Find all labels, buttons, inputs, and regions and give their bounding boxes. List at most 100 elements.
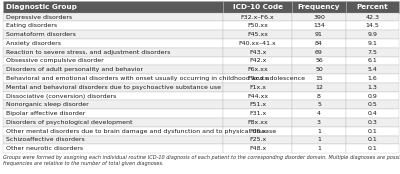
Bar — [3, 30, 223, 39]
Bar — [346, 92, 399, 100]
Text: F43.x: F43.x — [249, 50, 266, 55]
Text: 390: 390 — [313, 15, 325, 20]
Bar — [292, 1, 346, 13]
Text: F25.x: F25.x — [249, 137, 266, 143]
Text: Nonorganic sleep disorder: Nonorganic sleep disorder — [6, 102, 88, 107]
Bar — [346, 118, 399, 127]
Bar — [292, 136, 346, 144]
Bar — [3, 1, 223, 13]
Text: Depressive disorders: Depressive disorders — [6, 15, 72, 20]
Bar — [223, 92, 292, 100]
Text: 91: 91 — [315, 32, 323, 37]
Text: F31.x: F31.x — [249, 111, 266, 116]
Bar — [346, 136, 399, 144]
Bar — [346, 109, 399, 118]
Bar — [3, 65, 223, 74]
Text: 134: 134 — [313, 23, 325, 28]
Text: 1: 1 — [317, 129, 321, 134]
Bar — [292, 21, 346, 30]
Text: 0.3: 0.3 — [368, 120, 378, 125]
Text: Obsessive compulsive disorder: Obsessive compulsive disorder — [6, 58, 103, 64]
Text: 7.5: 7.5 — [368, 50, 378, 55]
Text: 0.5: 0.5 — [368, 102, 377, 107]
Bar — [223, 144, 292, 153]
Bar — [3, 74, 223, 83]
Text: Dissociative (conversion) disorders: Dissociative (conversion) disorders — [6, 94, 116, 99]
Text: 8: 8 — [317, 94, 321, 99]
Bar — [3, 39, 223, 48]
Bar — [223, 48, 292, 57]
Text: 5.4: 5.4 — [368, 67, 378, 72]
Bar — [346, 127, 399, 136]
Text: 0.4: 0.4 — [368, 111, 378, 116]
Text: F06.x: F06.x — [249, 129, 266, 134]
Text: F40.xx–41.x: F40.xx–41.x — [239, 41, 276, 46]
Text: 1.6: 1.6 — [368, 76, 377, 81]
Text: 0.1: 0.1 — [368, 129, 377, 134]
Text: 14.5: 14.5 — [366, 23, 379, 28]
Bar — [292, 39, 346, 48]
Text: 12: 12 — [315, 85, 323, 90]
Text: 0.1: 0.1 — [368, 146, 377, 151]
Bar — [3, 21, 223, 30]
Bar — [346, 100, 399, 109]
Bar — [346, 65, 399, 74]
Text: 1: 1 — [317, 146, 321, 151]
Text: F9x.xx: F9x.xx — [247, 76, 268, 81]
Text: Mental and behavioral disorders due to psychoactive substance use: Mental and behavioral disorders due to p… — [6, 85, 221, 90]
Bar — [346, 39, 399, 48]
Text: Bipolar affective disorder: Bipolar affective disorder — [6, 111, 85, 116]
Text: Schizoaffective disorders: Schizoaffective disorders — [6, 137, 84, 143]
Bar — [223, 65, 292, 74]
Bar — [223, 1, 292, 13]
Text: Groups were formed by assigning each individual routine ICD-10 diagnosis of each: Groups were formed by assigning each ind… — [3, 155, 400, 166]
Bar — [346, 57, 399, 65]
Bar — [223, 109, 292, 118]
Bar — [346, 1, 399, 13]
Text: 4: 4 — [317, 111, 321, 116]
Text: 9.9: 9.9 — [368, 32, 378, 37]
Text: 15: 15 — [315, 76, 323, 81]
Text: 1: 1 — [317, 137, 321, 143]
Bar — [3, 48, 223, 57]
Bar — [223, 21, 292, 30]
Bar — [223, 100, 292, 109]
Text: Somatoform disorders: Somatoform disorders — [6, 32, 76, 37]
Text: 3: 3 — [317, 120, 321, 125]
Bar — [3, 136, 223, 144]
Text: Percent: Percent — [357, 4, 388, 10]
Bar — [346, 48, 399, 57]
Bar — [3, 57, 223, 65]
Text: Anxiety disorders: Anxiety disorders — [6, 41, 61, 46]
Text: 56: 56 — [315, 58, 323, 64]
Text: 84: 84 — [315, 41, 323, 46]
Text: Diagnostic Group: Diagnostic Group — [6, 4, 76, 10]
Bar — [223, 83, 292, 92]
Bar — [346, 74, 399, 83]
Bar — [292, 30, 346, 39]
Text: 9.1: 9.1 — [368, 41, 378, 46]
Bar — [292, 118, 346, 127]
Bar — [3, 83, 223, 92]
Text: F45.xx: F45.xx — [247, 32, 268, 37]
Text: 5: 5 — [317, 102, 321, 107]
Text: Eating disorders: Eating disorders — [6, 23, 57, 28]
Bar — [223, 39, 292, 48]
Text: 42.3: 42.3 — [366, 15, 380, 20]
Text: F1x.x: F1x.x — [249, 85, 266, 90]
Bar — [223, 57, 292, 65]
Text: 69: 69 — [315, 50, 323, 55]
Bar — [223, 118, 292, 127]
Text: 50: 50 — [315, 67, 323, 72]
Text: 1.3: 1.3 — [368, 85, 378, 90]
Bar — [292, 100, 346, 109]
Text: ICD-10 Code: ICD-10 Code — [233, 4, 283, 10]
Bar — [3, 127, 223, 136]
Bar — [223, 136, 292, 144]
Bar — [292, 48, 346, 57]
Bar — [292, 127, 346, 136]
Bar — [223, 127, 292, 136]
Text: Other neurotic disorders: Other neurotic disorders — [6, 146, 83, 151]
Bar — [292, 83, 346, 92]
Bar — [3, 100, 223, 109]
